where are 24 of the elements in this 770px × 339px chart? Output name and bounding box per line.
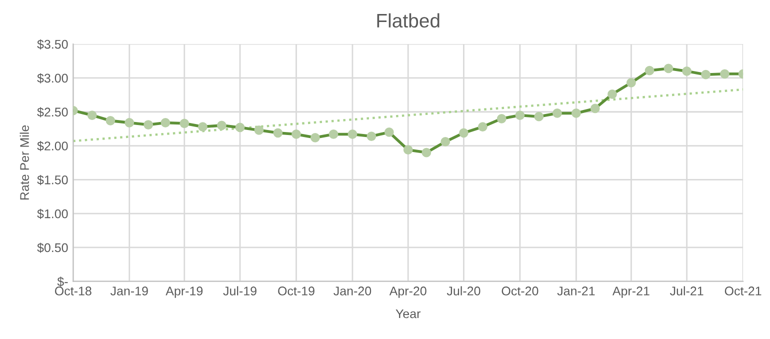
y-tick-label: $3.50 [37,39,68,50]
y-tick-label: $2.00 [37,141,68,152]
x-tick-label: Jul-21 [670,286,704,296]
y-tick-label: $2.50 [37,107,68,118]
y-axis-title: Rate Per Mile [20,125,29,200]
x-tick-label: Apr-20 [389,286,426,298]
x-tick-label: Jul-20 [446,286,480,296]
x-tick-label: Jan-19 [110,286,148,296]
y-tick-label: $0.50 [37,242,68,253]
x-tick-label: Oct-20 [502,286,538,296]
y-tick-label: $3.00 [37,73,68,84]
x-tick-label: Apr-19 [166,286,203,298]
y-tick-label: $1.50 [37,174,68,186]
x-tick-label: Apr-21 [612,286,650,298]
chart-title: Flatbed [377,13,440,28]
x-tick-label: Oct-19 [278,286,314,296]
x-axis-title: Year [396,309,421,318]
x-tick-label: Jul-19 [223,286,256,296]
y-tick-label: $- [57,276,68,287]
x-tick-label: Jan-20 [334,286,372,296]
x-tick-label: Oct-18 [54,286,92,296]
x-tick-label: Jan-21 [557,286,595,296]
x-tick-label: Oct-21 [724,286,762,296]
y-tick-label: $1.00 [37,208,68,219]
